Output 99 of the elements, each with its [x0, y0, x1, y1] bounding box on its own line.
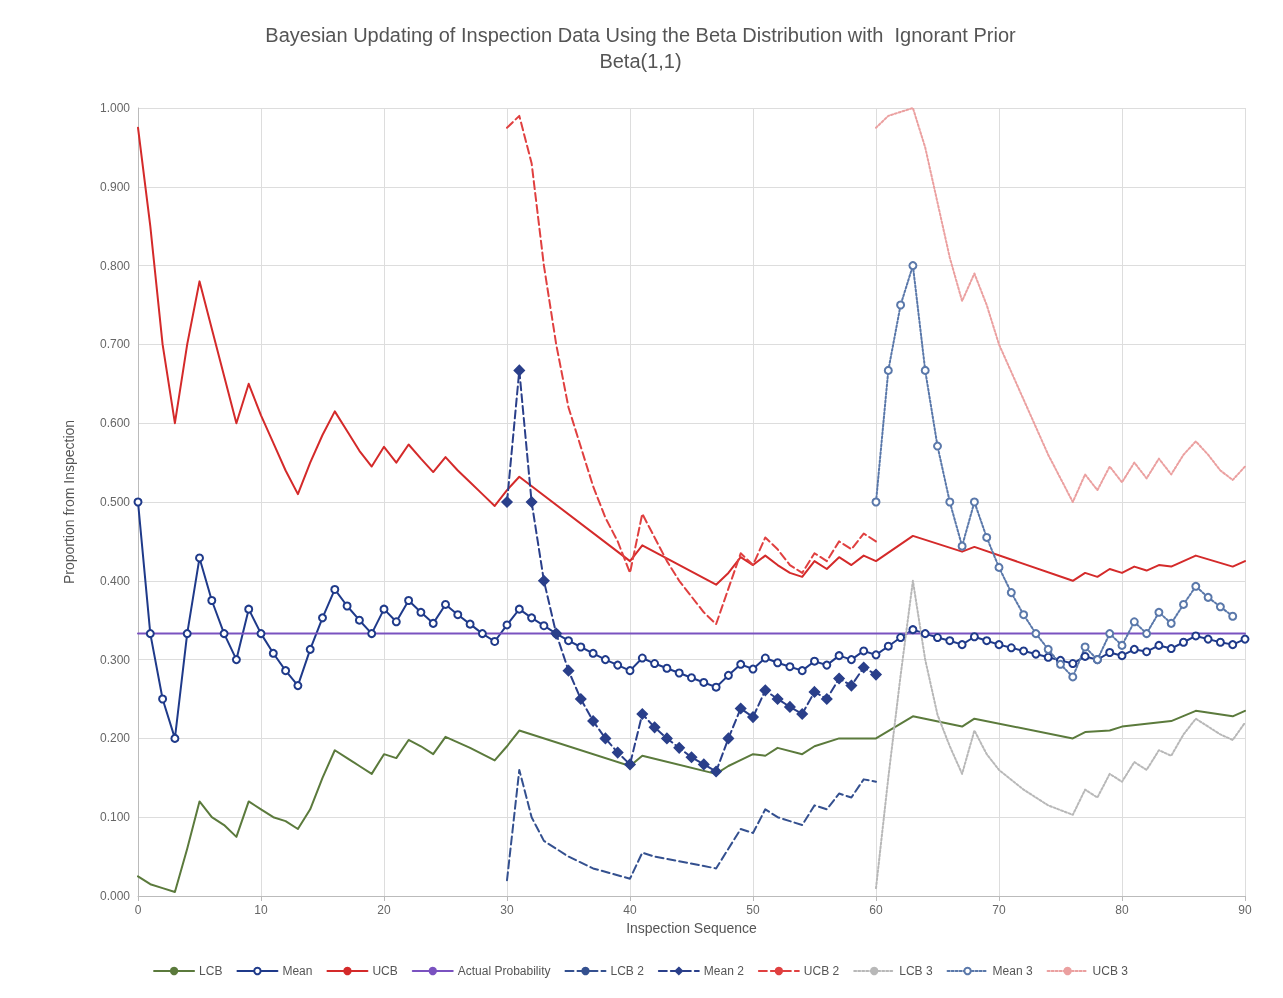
legend-label: LCB 3 [899, 964, 933, 978]
point [1166, 618, 1176, 628]
x-tick-label: 20 [377, 903, 391, 917]
point [599, 732, 612, 745]
point [1056, 659, 1065, 669]
point [1031, 629, 1041, 639]
line-series [875, 107, 1246, 503]
point [833, 672, 845, 685]
x-tick-label: 0 [134, 903, 142, 917]
y-axis-title: Proportion from Inspection [61, 419, 77, 585]
point [1043, 644, 1053, 654]
point [1142, 629, 1152, 639]
legend-label: LCB 2 [610, 964, 645, 978]
point [982, 532, 992, 542]
chart-subtitle: Beta(1,1) [599, 50, 682, 72]
point [870, 668, 882, 681]
point [501, 496, 513, 508]
x-tick-label: 30 [500, 903, 514, 917]
point [562, 664, 575, 677]
y-tick-label: 0.800 [99, 258, 131, 273]
y-tick-label: 0.000 [99, 889, 131, 903]
y-tick-label: 0.500 [99, 495, 131, 509]
legend-label: Mean 3 [992, 964, 1033, 978]
point [808, 686, 821, 698]
point [896, 300, 906, 310]
point [513, 364, 526, 377]
x-tick-label: 40 [623, 903, 637, 917]
y-tick-label: 0.200 [99, 731, 131, 746]
point [994, 562, 1004, 572]
point [1215, 602, 1225, 612]
point [624, 758, 636, 771]
point [1068, 672, 1078, 682]
line-series [506, 114, 877, 626]
point [796, 708, 808, 720]
point [759, 684, 772, 697]
point [1006, 588, 1016, 598]
y-tick-label: 0.600 [99, 416, 131, 431]
point [1117, 640, 1127, 650]
y-tick-label: 0.300 [99, 652, 131, 667]
y-tick-label: 0.400 [99, 573, 131, 588]
y-tick-label: 1.000 [99, 101, 131, 115]
point [673, 742, 685, 754]
point [698, 758, 710, 771]
y-tick-label: 0.100 [99, 810, 131, 825]
point [611, 746, 624, 759]
point [920, 365, 930, 375]
point [784, 701, 796, 713]
chart-title: Bayesian Updating of Inspection Data Using the Beta Distribution with Ignorant Prior [265, 24, 1017, 46]
point [1228, 611, 1238, 621]
legend-label: Mean 2 [703, 964, 745, 978]
point [933, 441, 942, 451]
point [1129, 617, 1139, 627]
point [587, 715, 599, 727]
point [821, 693, 833, 705]
point [1179, 599, 1188, 609]
point [857, 661, 870, 674]
x-tick-label: 10 [254, 903, 268, 917]
point [1019, 610, 1029, 620]
x-tick-label: 80 [1115, 903, 1129, 917]
point [1105, 629, 1115, 639]
line-series [506, 768, 877, 882]
x-tick-label: 90 [1238, 903, 1252, 917]
point [734, 702, 747, 715]
legend-label: Mean [282, 964, 313, 978]
point [685, 751, 698, 764]
point [722, 732, 735, 745]
point [883, 365, 893, 375]
y-tick-label: 0.700 [99, 337, 131, 352]
line-series [875, 579, 1246, 890]
point [771, 693, 784, 705]
point [871, 497, 881, 507]
point [1203, 592, 1213, 602]
point [1154, 607, 1164, 617]
point [648, 721, 661, 734]
point [908, 261, 918, 271]
legend-label: UCB 3 [1092, 964, 1129, 978]
x-tick-label: 50 [746, 903, 760, 917]
point [525, 496, 538, 508]
legend-label: Actual Probability [457, 964, 551, 978]
y-tick-label: 0.900 [99, 179, 131, 194]
point [710, 765, 722, 778]
point [1191, 581, 1201, 591]
line-series [137, 126, 1246, 586]
point [957, 541, 967, 551]
point [661, 732, 673, 745]
x-axis-title: Inspection Sequence [626, 919, 758, 936]
x-tick-label: 70 [992, 903, 1006, 917]
x-tick-label: 60 [869, 903, 883, 917]
point [747, 711, 759, 723]
point [945, 497, 955, 507]
legend-label: UCB 2 [803, 964, 840, 978]
point [969, 497, 979, 507]
legend-label: UCB [372, 964, 398, 978]
point [538, 575, 550, 587]
legend-label: LCB [199, 964, 223, 978]
point [845, 679, 858, 692]
point [636, 708, 649, 720]
point [575, 693, 587, 705]
point [1080, 642, 1090, 652]
